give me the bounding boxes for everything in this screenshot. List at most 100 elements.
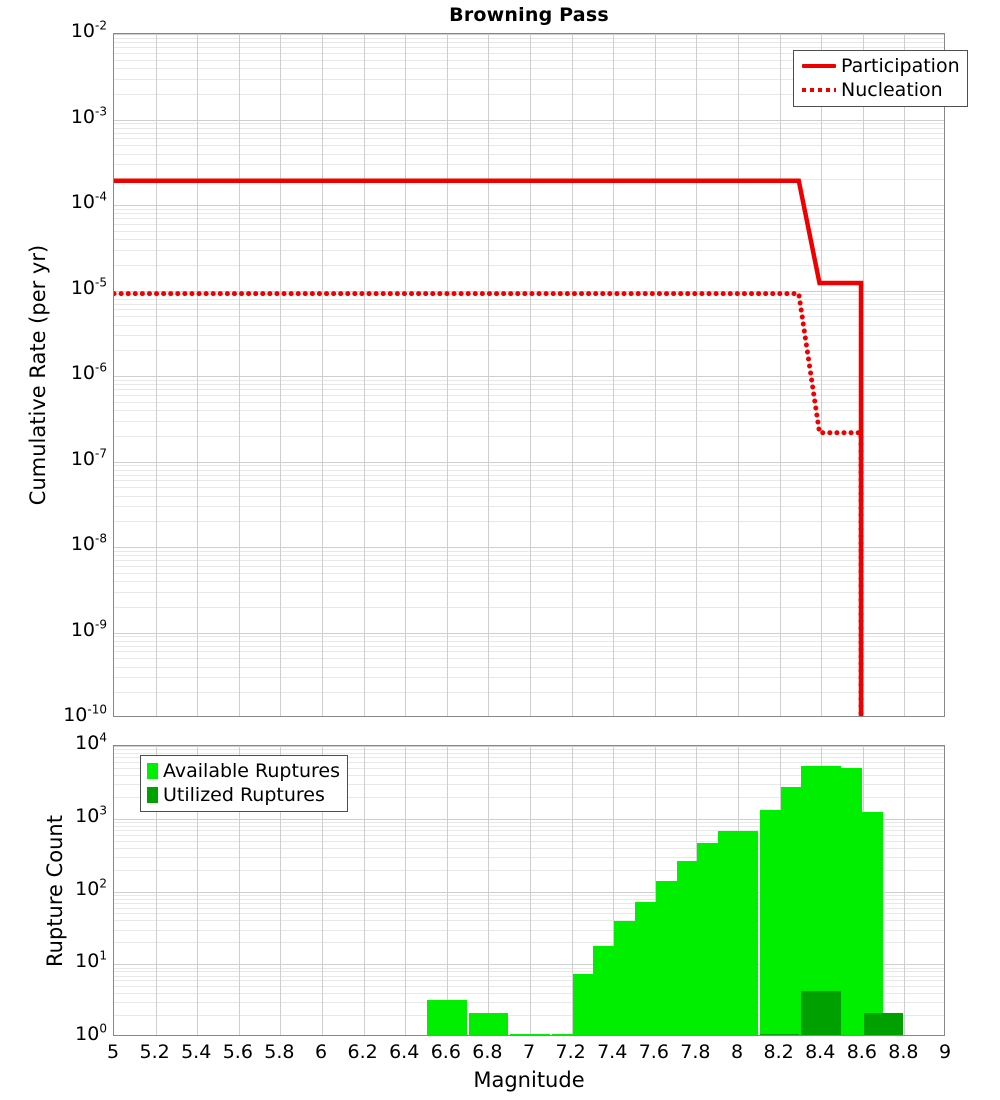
x-tick-label: 7.8 (680, 1041, 711, 1063)
gridline-minor-y (114, 848, 944, 849)
gridline-minor-y (114, 592, 944, 593)
x-tick-label: 6.6 (430, 1041, 461, 1063)
legend-item-available-ruptures[interactable]: Available Ruptures (147, 759, 340, 783)
utilized-ruptures-swatch-icon (147, 787, 158, 803)
gridline-minor-y (114, 250, 944, 251)
x-tick-label: 6.4 (389, 1041, 420, 1063)
gridline-minor-y (114, 930, 944, 931)
gridline-major-y (114, 34, 944, 35)
gridline-minor-y (114, 496, 944, 497)
gridline-minor-y (114, 566, 944, 567)
gridline-major-x (780, 34, 781, 716)
gridline-minor-y (114, 768, 944, 769)
gridline-major-y (114, 819, 944, 820)
legend-label-available-ruptures: Available Ruptures (163, 760, 340, 782)
gridline-minor-y (114, 980, 944, 981)
gridline-major-x (197, 746, 198, 1035)
gridline-minor-y (114, 1015, 944, 1016)
gridline-minor-y (114, 218, 944, 219)
bar-utilized-ruptures (801, 991, 841, 1035)
gridline-major-x (738, 34, 739, 716)
gridline-minor-y (114, 753, 944, 754)
x-tick-label: 9 (938, 1041, 952, 1063)
gridline-minor-y (114, 133, 944, 134)
gridline-minor-y (114, 209, 944, 210)
legend-label-participation: Participation (841, 55, 960, 77)
x-tick-label: 8.4 (805, 1041, 836, 1063)
gridline-minor-y (114, 551, 944, 552)
gridline-minor-y (114, 53, 944, 54)
gridline-minor-y (114, 692, 944, 693)
gridline-minor-y (114, 870, 944, 871)
legend-item-participation[interactable]: Participation (800, 54, 960, 78)
gridline-minor-y (114, 299, 944, 300)
x-tick-label: 5.4 (181, 1041, 212, 1063)
gridline-minor-y (114, 560, 944, 561)
gridline-minor-y (114, 384, 944, 385)
gridline-minor-y (114, 581, 944, 582)
gridline-minor-y (114, 68, 944, 69)
gridline-major-x (197, 34, 198, 716)
y-tick-label: 10-4 (70, 189, 107, 213)
gridline-minor-y (114, 231, 944, 232)
gridline-major-x (156, 746, 157, 1035)
gridline-major-x (696, 34, 697, 716)
gridline-minor-y (114, 94, 944, 95)
x-tick-label: 6 (314, 1041, 328, 1063)
x-tick-label: 5.6 (222, 1041, 253, 1063)
gridline-major-x (572, 34, 573, 716)
bar-available-ruptures (510, 1034, 550, 1035)
rupture-count-plot-surface (114, 746, 944, 1035)
gridline-minor-y (114, 641, 944, 642)
rupture-count-legend: Available Ruptures Utilized Ruptures (140, 755, 348, 812)
x-tick-label: 5 (106, 1041, 120, 1063)
dotted-line-icon (800, 80, 838, 100)
legend-item-nucleation[interactable]: Nucleation (800, 78, 960, 102)
gridline-major-x (655, 746, 656, 1035)
legend-item-utilized-ruptures[interactable]: Utilized Ruptures (147, 783, 340, 807)
gridline-major-x (530, 34, 531, 716)
gridline-minor-y (114, 968, 944, 969)
gridline-major-x (405, 746, 406, 1035)
gridline-minor-y (114, 309, 944, 310)
x-tick-label: 6.2 (347, 1041, 378, 1063)
gridline-minor-y (114, 60, 944, 61)
gridline-minor-y (114, 304, 944, 305)
bar-available-ruptures (551, 1034, 592, 1035)
gridline-minor-y (114, 42, 944, 43)
cumulative-rate-legend: Participation Nucleation (793, 50, 968, 107)
gridline-major-x (655, 34, 656, 716)
gridline-minor-y (114, 913, 944, 914)
gridline-major-x (280, 34, 281, 716)
gridline-minor-y (114, 573, 944, 574)
gridline-minor-y (114, 421, 944, 422)
gridline-minor-y (114, 899, 944, 900)
gridline-minor-y (114, 395, 944, 396)
gridline-minor-y (114, 316, 944, 317)
x-tick-label: 8.8 (888, 1041, 919, 1063)
gridline-minor-y (114, 350, 944, 351)
gridline-minor-y (114, 636, 944, 637)
series-nucleation (114, 291, 864, 716)
available-ruptures-swatch-icon (147, 763, 158, 779)
cumulative-rate-axes (113, 33, 945, 717)
gridline-minor-y (114, 677, 944, 678)
gridline-minor-y (114, 487, 944, 488)
gridline-minor-y (114, 475, 944, 476)
gridline-minor-y (114, 920, 944, 921)
gridline-major-y (114, 205, 944, 206)
gridline-major-x (447, 746, 448, 1035)
x-tick-label: 8.2 (763, 1041, 794, 1063)
gridline-minor-y (114, 658, 944, 659)
bar-utilized-ruptures (863, 1013, 904, 1035)
gridline-minor-y (114, 239, 944, 240)
gridline-minor-y (114, 154, 944, 155)
solid-line-icon (800, 56, 838, 76)
magnitude-x-axis-label: Magnitude (473, 1068, 585, 1092)
gridline-minor-y (114, 857, 944, 858)
gridline-minor-y (114, 436, 944, 437)
gridline-minor-y (114, 822, 944, 823)
gridline-minor-y (114, 128, 944, 129)
gridline-major-x (322, 34, 323, 716)
gridline-minor-y (114, 389, 944, 390)
